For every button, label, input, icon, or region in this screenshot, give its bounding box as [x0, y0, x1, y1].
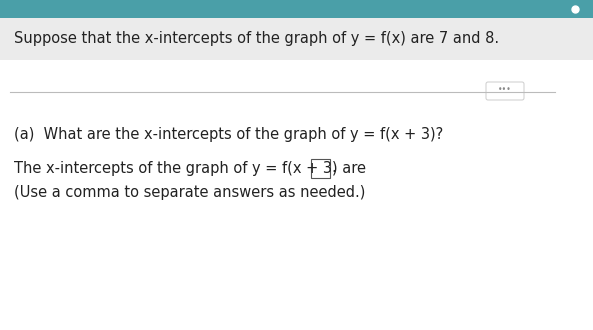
Text: (Use a comma to separate answers as needed.): (Use a comma to separate answers as need…	[14, 184, 365, 200]
FancyBboxPatch shape	[0, 0, 593, 18]
Text: .: .	[331, 160, 336, 176]
Text: •••: •••	[498, 85, 512, 94]
FancyBboxPatch shape	[0, 60, 593, 330]
FancyBboxPatch shape	[311, 158, 330, 178]
FancyBboxPatch shape	[0, 18, 593, 60]
FancyBboxPatch shape	[486, 82, 524, 100]
Text: Suppose that the x-intercepts of the graph of y = f(x) are 7 and 8.: Suppose that the x-intercepts of the gra…	[14, 31, 499, 47]
Text: (a)  What are the x-intercepts of the graph of y = f(x + 3)?: (a) What are the x-intercepts of the gra…	[14, 126, 443, 142]
Text: The x-intercepts of the graph of y = f(x + 3) are: The x-intercepts of the graph of y = f(x…	[14, 160, 366, 176]
